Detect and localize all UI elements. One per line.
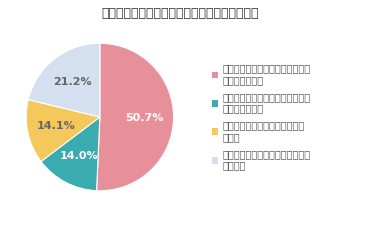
Wedge shape bbox=[28, 43, 100, 117]
Legend: 昇進・昇給への意欲が高まった／
今後高まりそう, 昇進・昇給への意欲が下がった／
今後下がりそう, 昇進・昇給への意欲に変化はな
かった, そもそも昇進・昇給を: 昇進・昇給への意欲が高まった／ 今後高まりそう, 昇進・昇給への意欲が下がった／… bbox=[212, 64, 310, 170]
Wedge shape bbox=[97, 43, 174, 191]
Wedge shape bbox=[41, 117, 100, 191]
Text: 50.7%: 50.7% bbox=[125, 113, 163, 123]
Text: 【新型コロナを経た昇進・昇給への意識変化】: 【新型コロナを経た昇進・昇給への意識変化】 bbox=[102, 7, 259, 20]
Text: 14.0%: 14.0% bbox=[60, 151, 99, 161]
Text: 21.2%: 21.2% bbox=[53, 77, 92, 87]
Wedge shape bbox=[26, 100, 100, 162]
Text: 14.1%: 14.1% bbox=[37, 121, 76, 131]
